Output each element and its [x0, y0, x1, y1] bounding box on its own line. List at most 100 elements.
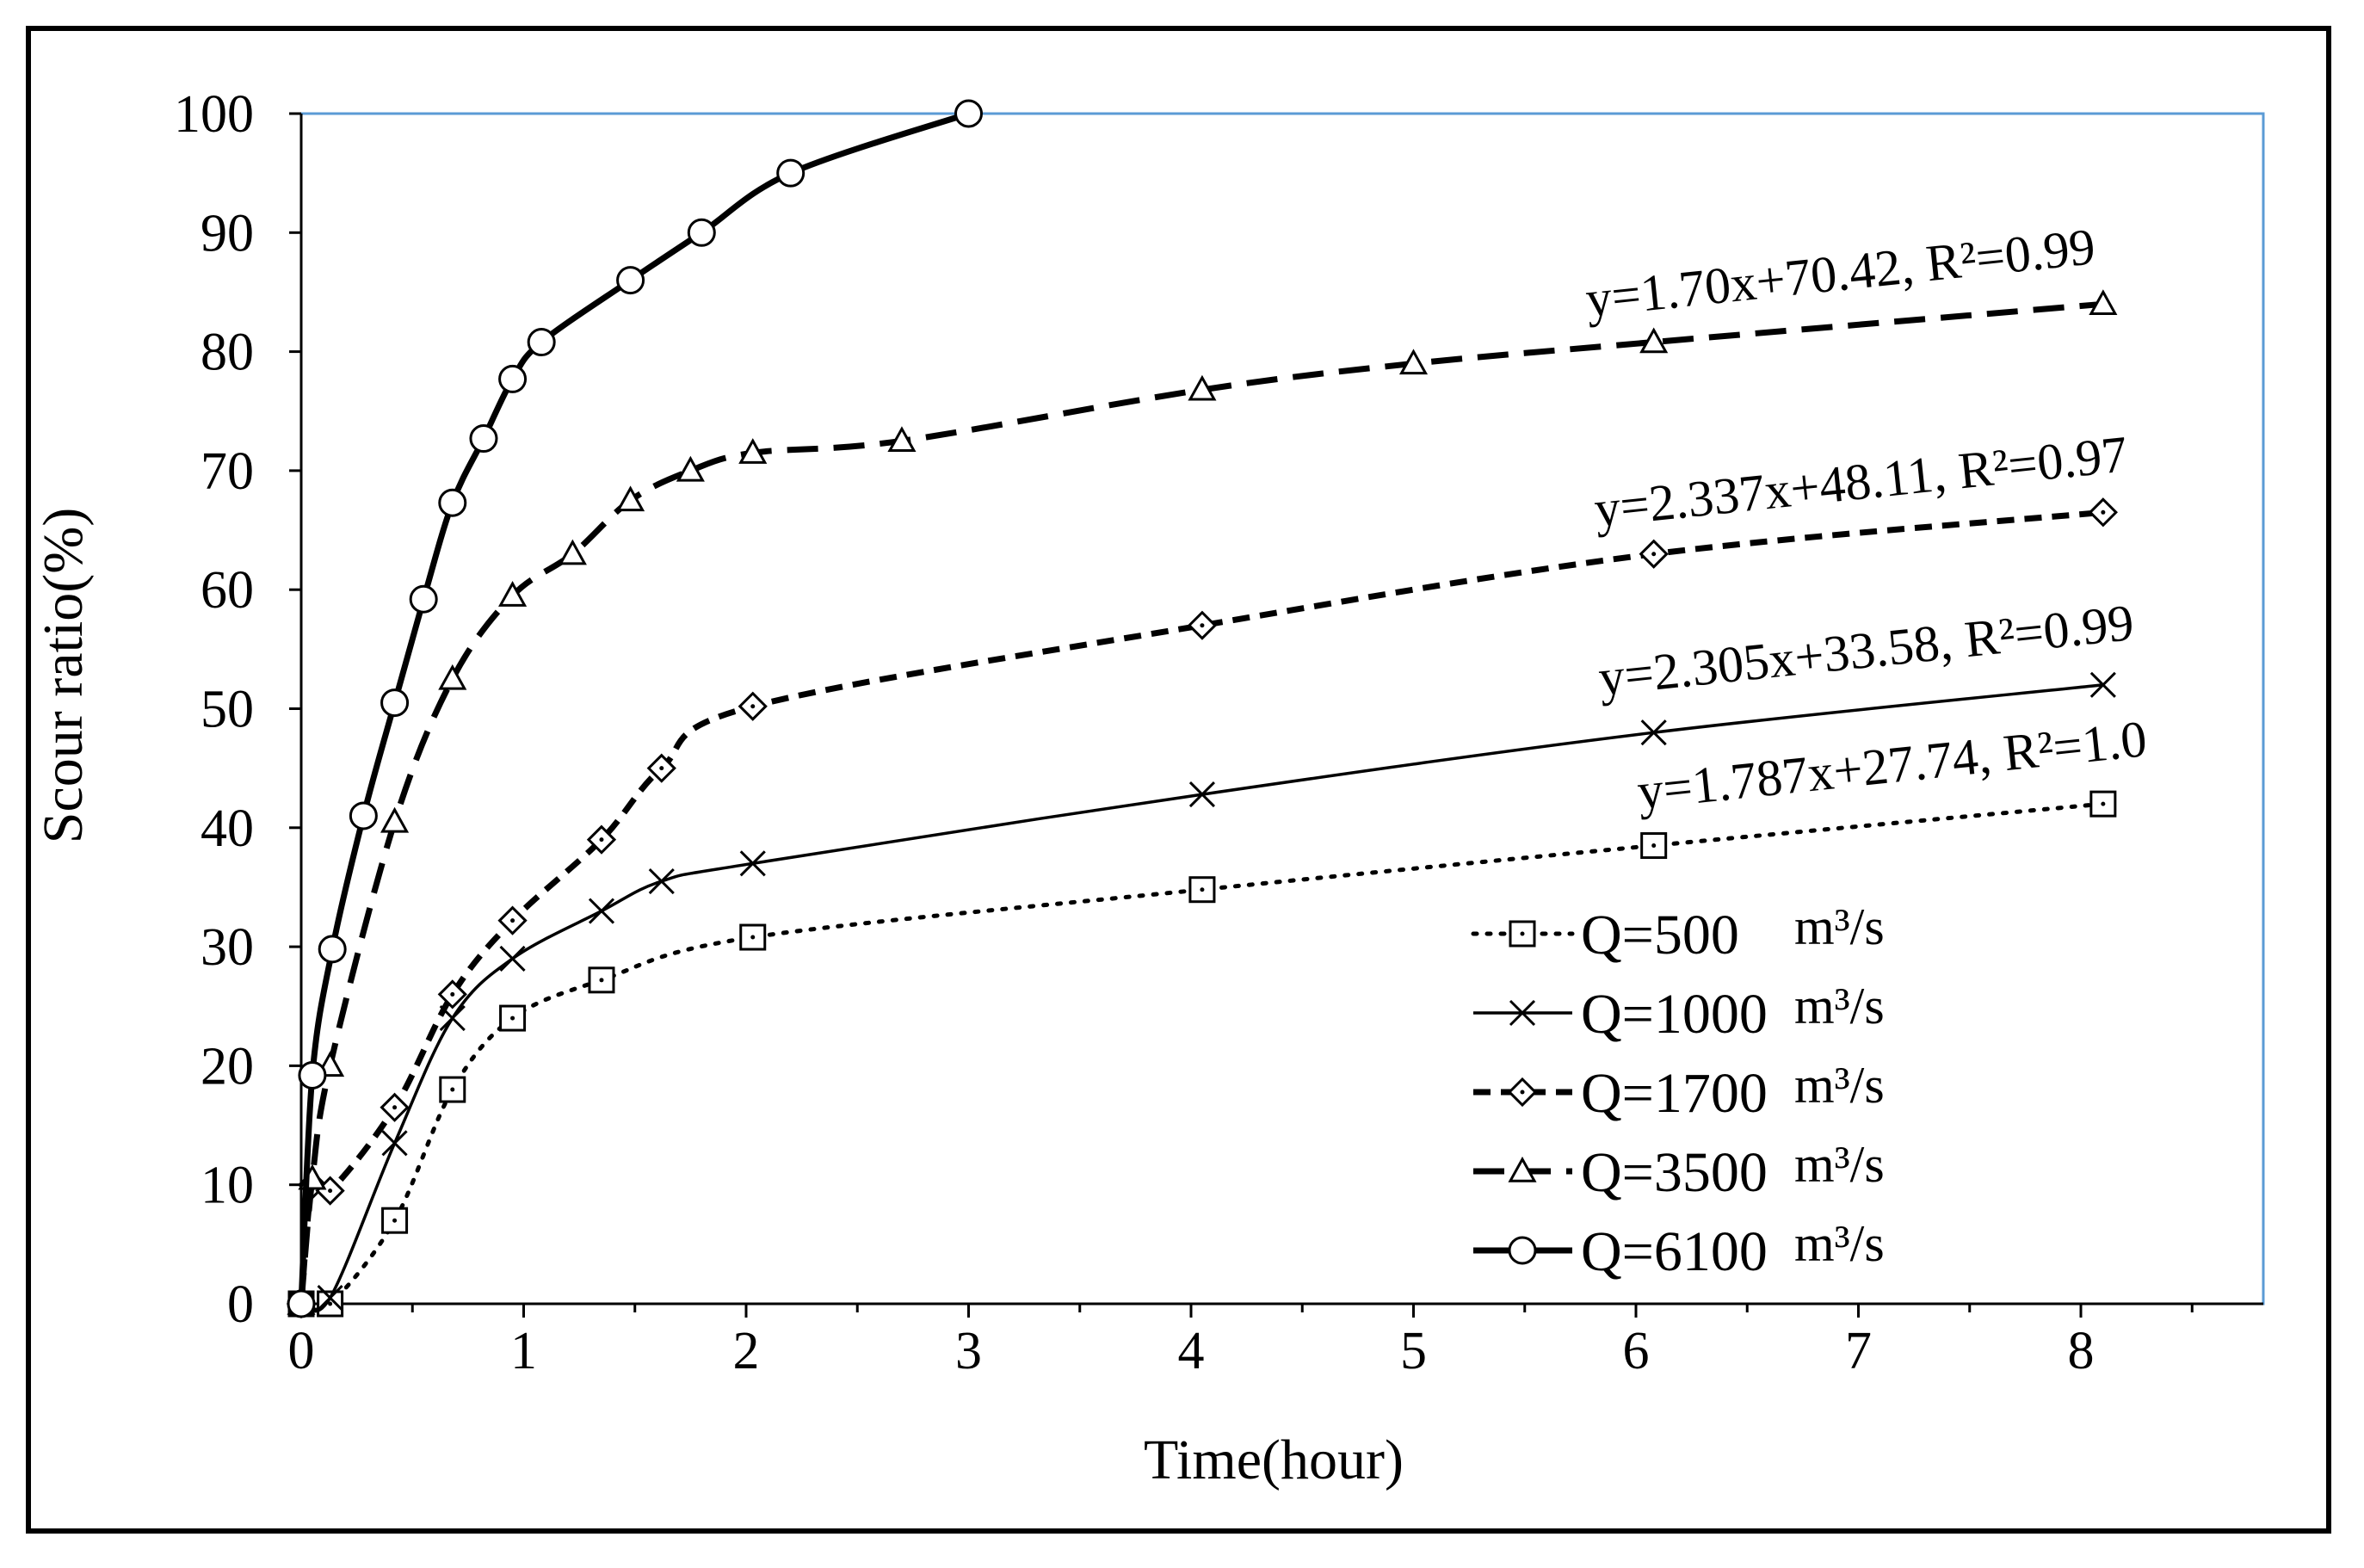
- data-point-q-1700-dot: [392, 1105, 398, 1110]
- series-q-1000: [287, 671, 2116, 1318]
- y-tick-label: 100: [174, 85, 254, 144]
- legend-marker-dot: [1520, 931, 1525, 936]
- data-point-q-1000: [317, 1285, 343, 1312]
- data-point-q-1000: [648, 867, 675, 895]
- data-point-q-1700-dot: [1651, 552, 1657, 557]
- regression-equation: y=2.337x+48.11, R²=0.97: [1591, 425, 2130, 538]
- x-tick-label: 4: [1178, 1322, 1205, 1380]
- legend: Q=500 m³/sQ=1000 m³/sQ=1700 m³/sQ=3500 m³/sQ…: [1471, 898, 1885, 1283]
- x-marker-stroke: [739, 850, 766, 877]
- data-point-q-6100: [409, 584, 438, 614]
- x-marker-stroke: [499, 945, 526, 972]
- data-point-q-3500: [738, 438, 768, 464]
- data-point-q-1700-dot: [1200, 623, 1205, 628]
- legend-label: Q=1700: [1581, 1062, 1768, 1125]
- legend-item-q-3500: Q=3500 m³/s: [1473, 1136, 1885, 1204]
- data-point-q-6100: [298, 1060, 327, 1090]
- data-point-q-1700-dot: [328, 1188, 333, 1194]
- data-point-q-3500: [1398, 349, 1429, 375]
- data-point-q-3500: [558, 539, 587, 565]
- data-point-q-6100: [469, 424, 498, 454]
- legend-label: Q=6100: [1581, 1220, 1768, 1283]
- legend-item-q-6100: Q=6100 m³/s: [1473, 1215, 1885, 1283]
- data-point-q-500-dot: [450, 1087, 455, 1092]
- data-point-q-500-dot: [1200, 887, 1205, 892]
- legend-label: Q=1000: [1581, 983, 1768, 1046]
- x-axis-title: Time(hour): [1144, 1429, 1404, 1491]
- y-tick-label: 10: [201, 1157, 254, 1215]
- data-point-q-3500: [676, 455, 705, 482]
- y-tick-label: 30: [201, 918, 254, 977]
- data-point-q-1700-dot: [510, 918, 515, 923]
- legend-marker: [1509, 920, 1536, 948]
- y-tick-label: 70: [201, 442, 254, 501]
- x-tick-label: 8: [2068, 1322, 2095, 1380]
- data-point-q-1700-dot: [659, 766, 664, 771]
- x-tick-label: 6: [1623, 1322, 1650, 1380]
- plot-area: [299, 112, 2265, 1306]
- data-point-q-1000: [588, 898, 615, 924]
- series-q-500: [287, 790, 2117, 1318]
- plot-border: [299, 112, 2265, 1306]
- x-tick-label: 0: [288, 1322, 315, 1380]
- data-point-q-6100: [380, 688, 410, 718]
- data-point-q-6100: [438, 488, 467, 517]
- legend-unit: m³/s: [1794, 978, 1885, 1034]
- data-point-q-1700-dot: [750, 704, 756, 709]
- x-tick-label: 1: [510, 1322, 537, 1380]
- data-point-q-3500: [2089, 289, 2118, 315]
- y-tick-label: 40: [201, 799, 254, 858]
- legend-marker: [1508, 1236, 1537, 1265]
- data-point-q-500-dot: [392, 1218, 398, 1223]
- data-point-q-500-dot: [510, 1015, 515, 1021]
- legend-unit: m³/s: [1794, 898, 1885, 955]
- data-point-q-1000: [381, 1130, 408, 1157]
- legend-label: Q=3500: [1581, 1141, 1768, 1204]
- x-tick-label: 7: [1845, 1322, 1872, 1380]
- data-point-q-6100: [954, 99, 983, 128]
- data-point-q-1000: [499, 945, 526, 972]
- legend-marker: [1509, 999, 1536, 1027]
- data-point-q-3500: [498, 581, 528, 607]
- x-tick-label: 2: [733, 1322, 760, 1380]
- data-point-q-6100: [776, 158, 805, 188]
- data-point-q-3500: [1639, 327, 1669, 354]
- legend-item-q-500: Q=500 m³/s: [1471, 898, 1885, 966]
- x-marker-stroke: [439, 1005, 466, 1032]
- legend-label: Q=500: [1581, 904, 1739, 966]
- data-point-q-1000: [739, 850, 766, 877]
- x-marker-stroke: [1188, 781, 1215, 808]
- regression-equation: y=1.70x+70.42, R²=0.99: [1583, 218, 2097, 328]
- data-point-q-500-dot: [2101, 801, 2106, 806]
- x-marker-stroke: [381, 1130, 408, 1157]
- x-marker-stroke: [1640, 719, 1667, 746]
- y-tick-label: 90: [201, 204, 254, 262]
- data-point-q-1000: [1188, 781, 1215, 808]
- x-tick-label: 5: [1400, 1322, 1427, 1380]
- legend-unit: m³/s: [1794, 1136, 1885, 1193]
- legend-item-q-1000: Q=1000 m³/s: [1473, 978, 1885, 1046]
- series-line-q-3500: [298, 300, 2104, 1305]
- legend-marker: [1508, 1156, 1537, 1182]
- series-q-6100: [287, 99, 983, 1318]
- y-axis-title: Scour ratio(%): [32, 508, 95, 843]
- figure-frame: [26, 26, 2331, 1534]
- data-point-q-1700-dot: [2101, 509, 2106, 515]
- series-line-q-1000: [300, 683, 2103, 1313]
- x-marker-stroke: [1509, 999, 1536, 1027]
- data-point-q-6100: [498, 364, 528, 393]
- data-point-q-1700-dot: [450, 991, 455, 997]
- data-point-q-3500: [380, 806, 410, 833]
- data-point-q-6100: [287, 1289, 316, 1318]
- data-point-q-1000: [1640, 719, 1667, 746]
- series-group: [286, 99, 2118, 1319]
- y-tick-label: 80: [201, 324, 254, 382]
- data-point-q-500-dot: [1651, 843, 1657, 849]
- series-line-q-500: [299, 801, 2106, 1312]
- data-point-q-6100: [318, 935, 347, 964]
- x-marker-stroke: [588, 898, 615, 924]
- data-point-q-6100: [349, 801, 378, 830]
- data-point-q-1700-dot: [599, 837, 604, 843]
